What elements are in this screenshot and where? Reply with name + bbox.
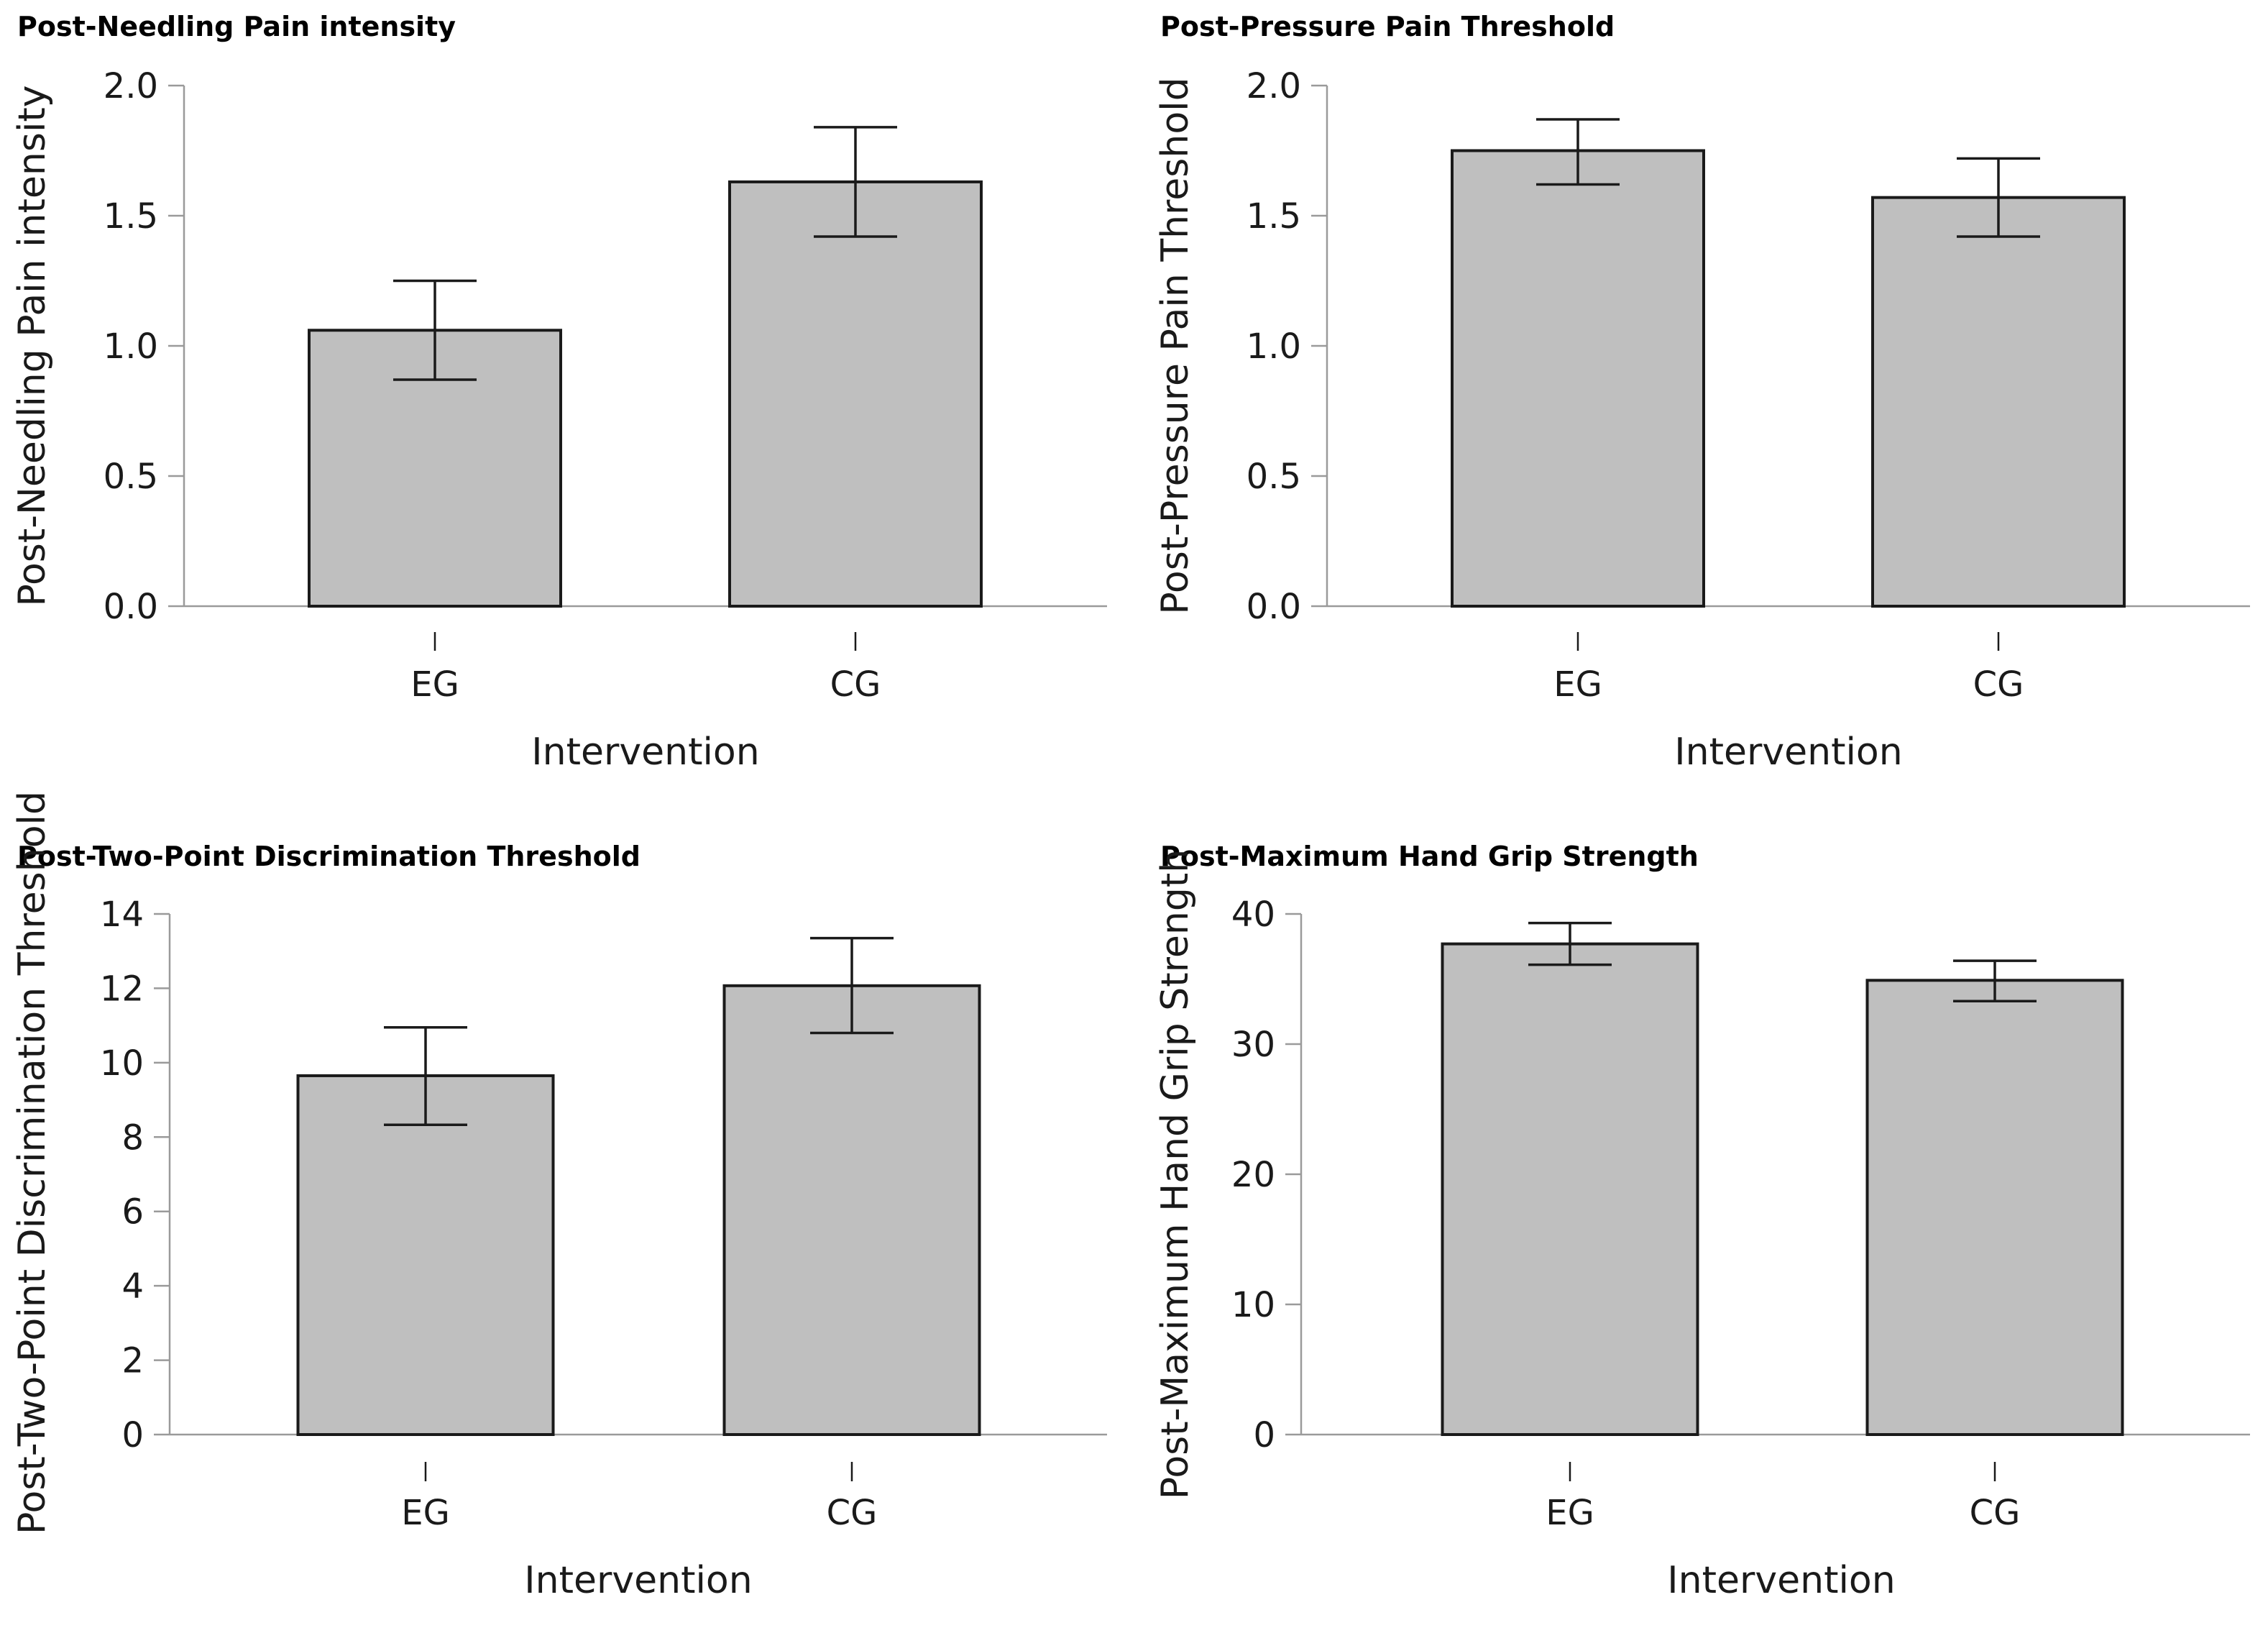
chart-title: Post-Two-Point Discrimination Threshold (17, 841, 641, 872)
y-tick-label: 10 (100, 1043, 144, 1084)
x-tick-label: CG (1970, 1493, 2021, 1533)
x-tick-label: EG (410, 664, 459, 705)
y-tick-label: 1.0 (1247, 326, 1301, 367)
x-tick-label: CG (827, 1493, 878, 1533)
x-axis-label: Intervention (531, 731, 759, 774)
chart-panels: Post-Needling Pain intensity 0.0 0.5 1.0 1.5… (11, 11, 2250, 1602)
y-tick-label: 0 (1253, 1415, 1275, 1455)
chart-panel-4: Post-Maximum Hand Grip Strength 0 10 20 30 40… (1154, 841, 2250, 1602)
bar-cg (1871, 196, 2126, 608)
y-tick-label: 4 (121, 1266, 144, 1307)
y-tick-label: 1.5 (104, 196, 158, 237)
y-tick-label: 0.0 (104, 587, 158, 627)
x-axis-label: Intervention (1674, 731, 1902, 774)
y-tick-label: 2.0 (104, 66, 158, 106)
y-tick-label: 14 (100, 895, 144, 935)
y-axis-label: Post-Pressure Pain Threshold (1154, 77, 1197, 614)
x-tick-label: CG (1973, 664, 2024, 705)
y-tick-label: 2.0 (1247, 66, 1301, 106)
chart-title: Post-Needling Pain intensity (17, 11, 456, 42)
bar-eg (296, 1074, 555, 1436)
y-tick-label: 2 (121, 1341, 144, 1381)
x-tick-label: CG (830, 664, 881, 705)
x-axis-label: Intervention (1667, 1559, 1895, 1602)
x-tick-label: EG (1553, 664, 1602, 705)
y-tick-label: 1.5 (1247, 196, 1301, 237)
y-tick-label: 10 (1231, 1285, 1275, 1325)
y-tick-label: 20 (1231, 1155, 1275, 1195)
x-tick-label: EG (1546, 1493, 1594, 1533)
y-axis-label: Post-Two-Point Discrimination Threshold (11, 791, 54, 1535)
chart-title: Post-Maximum Hand Grip Strength (1160, 841, 1699, 872)
y-tick-label: 8 (121, 1117, 144, 1158)
y-axis-label: Post-Maximum Hand Grip Strength (1154, 849, 1197, 1499)
bar-cg (1865, 979, 2124, 1437)
x-tick-label: EG (401, 1493, 450, 1533)
y-tick-label: 40 (1231, 895, 1275, 935)
chart-panel-3: Post-Two-Point Discrimination Threshold 0… (11, 791, 1107, 1602)
bar-cg (722, 984, 981, 1436)
bar-eg (1451, 149, 1705, 608)
y-tick-label: 0.5 (1247, 457, 1301, 497)
chart-panel-2: Post-Pressure Pain Threshold 0.0 0.5 1.0 1.5… (1154, 11, 2250, 774)
bar-cg (728, 180, 983, 608)
y-axis-label: Post-Needling Pain intensity (11, 85, 54, 606)
y-tick-label: 30 (1231, 1025, 1275, 1065)
y-tick-label: 6 (121, 1192, 144, 1232)
x-axis-label: Intervention (524, 1559, 752, 1602)
y-tick-label: 0.0 (1247, 587, 1301, 627)
y-tick-label: 1.0 (104, 326, 158, 367)
chart-panel-1: Post-Needling Pain intensity 0.0 0.5 1.0 1.5… (11, 11, 1107, 774)
bar-eg (1441, 942, 1699, 1436)
y-tick-label: 12 (100, 969, 144, 1009)
y-tick-label: 0.5 (104, 457, 158, 497)
chart-title: Post-Pressure Pain Threshold (1160, 11, 1615, 42)
y-tick-label: 0 (121, 1415, 144, 1455)
